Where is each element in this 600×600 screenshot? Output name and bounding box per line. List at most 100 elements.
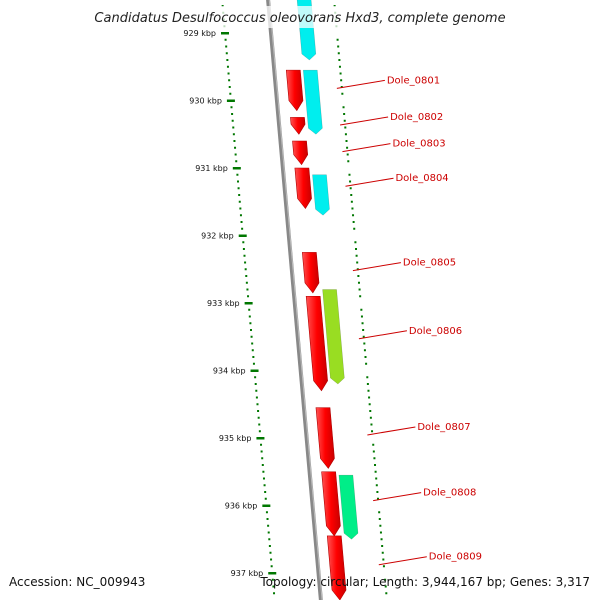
minor-tick (254, 376, 257, 379)
outer-track-dot (339, 72, 342, 75)
outer-track-dot (338, 59, 341, 61)
minor-tick (244, 268, 247, 271)
minor-tick (239, 214, 242, 217)
minor-tick (260, 450, 263, 453)
minor-tick (268, 545, 271, 547)
gene-arrow-Dole_0808 (321, 471, 341, 537)
outer-track-dot (368, 396, 371, 399)
outer-track-dot (353, 227, 356, 230)
gene-label-Dole_0809[interactable]: Dole_0809 (429, 552, 482, 563)
outer-track-dot (376, 497, 379, 500)
leader-line-Dole_0808 (373, 492, 422, 502)
outer-track-dot (375, 477, 378, 480)
minor-tick (224, 38, 227, 41)
minor-tick (228, 79, 231, 82)
gene-label-Dole_0805[interactable]: Dole_0805 (403, 258, 456, 269)
major-tick (262, 504, 271, 507)
outer-track-dot (379, 524, 382, 527)
kbp-tick-label: 931 kbp (195, 164, 228, 173)
outer-track-dot (350, 200, 353, 203)
minor-tick (262, 470, 265, 473)
outer-track-dot (349, 180, 352, 183)
accession-text: Accession: NC_009943 (9, 575, 145, 589)
kbp-tick-label: 930 kbp (189, 97, 222, 106)
minor-tick (269, 551, 272, 554)
outer-track-dot (378, 518, 381, 520)
outer-track-dot (380, 538, 383, 541)
outer-track-dot (346, 153, 349, 156)
outer-track-dot (343, 119, 346, 122)
outer-track-dot (376, 491, 379, 493)
minor-tick (232, 133, 235, 136)
gene-label-Dole_0803[interactable]: Dole_0803 (392, 139, 445, 150)
outer-track-dot (384, 578, 387, 581)
minor-tick (257, 410, 260, 412)
minor-tick (264, 491, 267, 493)
minor-tick (245, 275, 248, 277)
outer-track-dot (370, 423, 373, 426)
outer-track-dot (368, 403, 371, 406)
minor-tick (242, 248, 245, 250)
outer-track-dot (345, 140, 348, 142)
gene-arrow-Dole_0806 (305, 295, 328, 392)
minor-tick (265, 511, 268, 514)
leader-line-Dole_0805 (352, 262, 401, 272)
outer-track-dot (379, 531, 382, 534)
outer-track-dot (363, 349, 366, 352)
outer-track-dot (367, 389, 370, 392)
backbone-highlight (268, 0, 323, 600)
feature-block-5 (338, 474, 359, 540)
map-title: Candidatus Desulfococcus oleovorans Hxd3… (94, 11, 505, 26)
minor-tick (234, 146, 237, 149)
gene-arrow-Dole_0809 (326, 535, 347, 600)
outer-track-dot (356, 268, 359, 271)
gene-label-Dole_0801[interactable]: Dole_0801 (387, 75, 440, 86)
outer-track-dot (336, 38, 339, 41)
minor-tick (266, 518, 269, 520)
title-backdrop (80, 6, 520, 28)
feature-block-4 (322, 289, 345, 385)
minor-tick (267, 531, 270, 534)
outer-track-dot (360, 315, 363, 318)
minor-tick (255, 396, 258, 399)
gene-label-Dole_0804[interactable]: Dole_0804 (395, 173, 448, 184)
feature-block-3 (312, 174, 330, 216)
gene-label-Dole_0806[interactable]: Dole_0806 (409, 326, 462, 337)
minor-tick (250, 335, 253, 338)
kbp-tick-label: 936 kbp (225, 502, 258, 511)
leader-line-Dole_0806 (358, 330, 407, 340)
outer-track-dot (375, 484, 378, 487)
minor-tick (262, 477, 265, 480)
outer-track-dot (355, 254, 358, 257)
minor-tick (229, 92, 232, 95)
minor-tick (254, 383, 257, 385)
major-tick (226, 99, 235, 102)
kbp-tick-label: 934 kbp (213, 367, 246, 376)
minor-tick (231, 113, 234, 115)
minor-tick (233, 140, 236, 142)
major-tick (250, 369, 259, 372)
minor-tick (248, 308, 251, 311)
gene-label-Dole_0802[interactable]: Dole_0802 (390, 112, 443, 123)
gene-label-Dole_0807[interactable]: Dole_0807 (417, 422, 470, 433)
major-tick (268, 572, 277, 575)
minor-tick (225, 45, 228, 48)
leader-line-Dole_0803 (342, 143, 391, 153)
minor-tick (243, 254, 246, 257)
outer-track-dot (363, 342, 366, 345)
minor-tick (226, 59, 229, 61)
outer-track-dot (344, 126, 347, 129)
kbp-tick-label: 929 kbp (183, 29, 216, 38)
minor-tick (241, 227, 244, 230)
outer-track-dot (362, 329, 365, 331)
outer-track-dot (373, 457, 376, 460)
minor-tick (260, 443, 263, 446)
gene-arrow-Dole_0805 (301, 252, 320, 294)
outer-track-dot (350, 194, 353, 196)
feature-block-2 (302, 69, 323, 135)
scale-ticks: 929 kbp 930 kbp 931 kbp 932 kbp 933 kbp 934 k… (183, 5, 388, 595)
minor-tick (257, 416, 260, 419)
gene-label-Dole_0808[interactable]: Dole_0808 (423, 488, 476, 499)
outer-track-dot (378, 511, 381, 514)
backbone-line (266, 0, 323, 600)
